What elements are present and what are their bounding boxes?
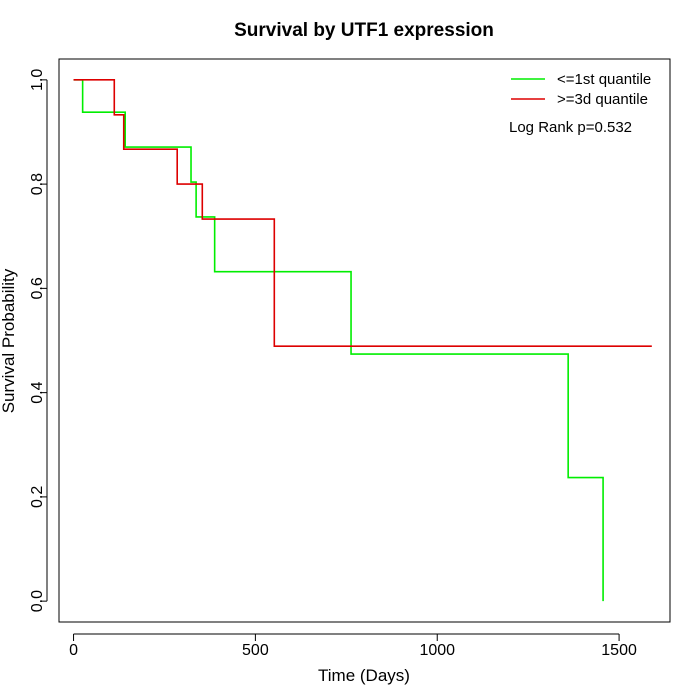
series-layer [73, 79, 652, 602]
y-tick-label: 1.0 [29, 69, 46, 91]
legend: <=1st quantile >=3d quantile [511, 71, 651, 108]
log-rank-annotation: Log Rank p=0.532 [509, 119, 632, 136]
y-axis-label: Survival Probability [0, 268, 18, 413]
y-tick-label: 0.2 [29, 486, 46, 508]
survival-curve-2 [73, 79, 652, 348]
y-tick-label: 0.4 [29, 381, 46, 403]
x-tick-label: 0 [69, 642, 78, 659]
y-axis: 0.0 0.2 0.4 0.6 0.8 1.0 [29, 69, 48, 612]
x-axis-label: Time (Days) [318, 666, 410, 685]
x-tick-label: 500 [242, 642, 269, 659]
y-tick-label: 0.0 [29, 590, 46, 612]
legend-entry: >=3d quantile [557, 91, 648, 108]
y-tick-label: 0.8 [29, 173, 46, 195]
chart-title: Survival by UTF1 expression [234, 20, 494, 41]
survival-curve-1 [73, 79, 604, 602]
plot-frame [58, 58, 671, 623]
x-axis: 0 500 1000 1500 [69, 633, 637, 659]
x-tick-label: 1500 [601, 642, 637, 659]
x-tick-label: 1000 [419, 642, 455, 659]
y-tick-label: 0.6 [29, 277, 46, 299]
legend-entry: <=1st quantile [557, 71, 651, 88]
